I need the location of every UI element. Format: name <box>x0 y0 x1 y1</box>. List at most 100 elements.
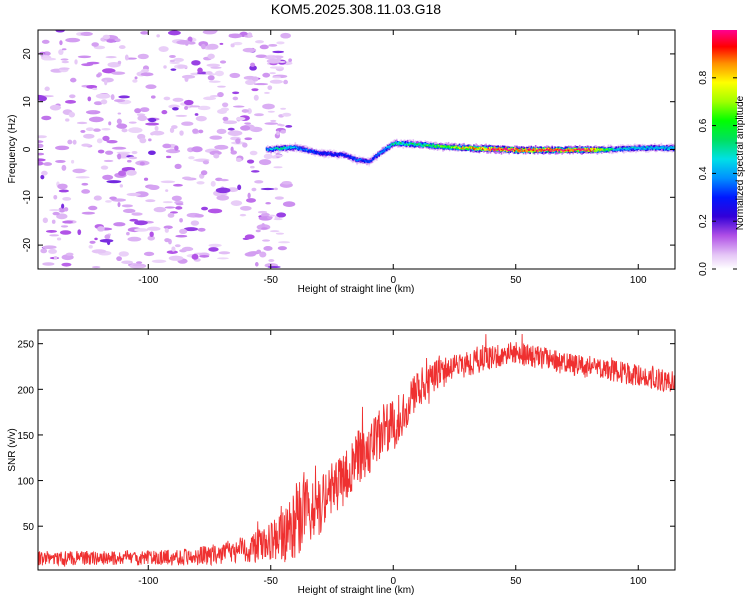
ridge-cell <box>627 148 630 151</box>
noise-blob <box>267 85 273 91</box>
noise-blob <box>100 165 109 170</box>
ridge-cell <box>374 155 377 157</box>
ridge-cell <box>289 146 291 150</box>
ridge-cell <box>448 146 451 149</box>
ridge-cell <box>363 159 366 161</box>
ridge-cell <box>306 149 309 151</box>
noise-blob <box>72 168 86 174</box>
ridge-cell <box>518 149 520 152</box>
ridge-cell <box>362 160 365 163</box>
ridge-cell <box>440 145 442 149</box>
ridge-cell <box>510 148 513 151</box>
ridge-cell <box>295 146 298 149</box>
ridge-cell <box>630 147 633 152</box>
ridge-cell <box>367 160 369 163</box>
ridge-cell <box>337 153 340 158</box>
ridge-cell <box>472 147 474 152</box>
noise-blob <box>49 104 62 111</box>
y-tick-label: -10 <box>22 190 33 205</box>
ridge-cell <box>642 145 645 149</box>
noise-blob <box>42 57 57 61</box>
ridge-cell <box>388 146 390 149</box>
noise-blob <box>209 135 223 140</box>
noise-blob <box>192 128 199 134</box>
ridge-cell <box>555 149 558 151</box>
x-tick-label: -50 <box>264 275 279 286</box>
ridge-cell <box>494 146 496 150</box>
ridge-cell <box>656 147 658 150</box>
noise-blob <box>106 39 116 43</box>
x-tick-label: -50 <box>264 576 279 587</box>
ridge-cell <box>337 154 340 156</box>
ridge-cell <box>397 142 399 145</box>
ridge-cell <box>360 158 363 161</box>
snr-x-ticks: -100 -50 0 50 100 <box>138 330 647 587</box>
ridge-cell <box>305 148 308 151</box>
ridge-cell <box>484 149 486 151</box>
noise-blob <box>121 260 134 264</box>
ridge-cell <box>531 149 534 153</box>
ridge-cell <box>458 147 461 149</box>
noise-blob <box>267 265 281 269</box>
ridge-cell <box>614 149 616 151</box>
noise-blob <box>61 60 70 64</box>
ridge-cell <box>429 144 431 146</box>
ridge-cell <box>531 149 534 151</box>
noise-blob <box>72 139 77 145</box>
noise-blob <box>188 156 195 160</box>
ridge-cell <box>326 151 329 155</box>
ridge-cell <box>330 152 333 155</box>
ridge-cell <box>502 148 505 150</box>
ridge-cell <box>594 149 596 153</box>
colorbar-tick-label: 0.6 <box>698 118 709 132</box>
noise-blob <box>111 71 126 75</box>
ridge-cell <box>545 148 548 150</box>
noise-blob <box>88 244 93 249</box>
ridge-cell <box>602 147 604 150</box>
ridge-cell <box>531 147 534 151</box>
ridge-cell <box>565 148 568 151</box>
noise-blob <box>232 105 245 108</box>
ridge-cell <box>474 147 476 150</box>
ridge-cell <box>368 161 370 164</box>
ridge-cell <box>597 148 600 151</box>
ridge-cell <box>388 145 390 148</box>
ridge-cell <box>598 148 601 151</box>
noise-blob <box>61 262 72 267</box>
snr-x-axis-label: Height of straight line (km) <box>298 585 415 596</box>
ridge-cell <box>387 145 389 148</box>
noise-blob <box>269 66 284 69</box>
ridge-cell <box>608 149 611 151</box>
ridge-cell <box>303 148 305 150</box>
noise-blob <box>52 211 60 216</box>
noise-blob <box>201 43 206 50</box>
ridge-cell <box>433 145 436 147</box>
ridge-cell <box>431 146 433 148</box>
ridge-cell <box>474 148 476 151</box>
ridge-cell <box>349 155 352 157</box>
noise-blob <box>99 238 114 243</box>
ridge-cell <box>532 147 535 151</box>
noise-blob <box>89 110 96 113</box>
x-tick-label: -100 <box>138 576 158 587</box>
noise-blob <box>200 170 208 176</box>
ridge-cell <box>559 148 561 151</box>
noise-blob <box>113 222 126 227</box>
ridge-cell <box>495 148 497 150</box>
noise-blob <box>148 138 152 142</box>
ridge-cell <box>521 150 524 152</box>
ridge-cell <box>406 141 409 146</box>
ridge-cell <box>561 149 563 151</box>
ridge-cell <box>301 148 303 151</box>
noise-blob <box>247 108 252 115</box>
ridge-cell <box>289 146 291 148</box>
noise-blob <box>38 158 46 162</box>
ridge-cell <box>392 144 395 146</box>
ridge-cell <box>269 148 271 152</box>
ridge-cell <box>490 148 493 151</box>
noise-blob <box>62 220 74 224</box>
ridge-cell <box>462 146 464 148</box>
noise-blob <box>70 77 77 83</box>
noise-blob <box>176 40 192 45</box>
noise-blob <box>251 88 259 92</box>
